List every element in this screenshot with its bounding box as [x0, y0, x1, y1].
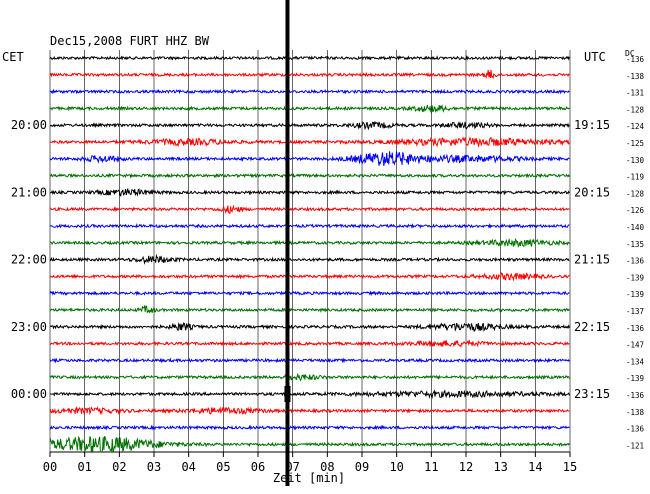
- seismic-trace: [49, 290, 570, 297]
- dc-offset-label: -139: [626, 374, 644, 383]
- marker-layer: [284, 0, 291, 486]
- seismic-trace: [49, 69, 570, 80]
- seismic-trace: [49, 188, 570, 197]
- seismic-trace: [49, 424, 570, 431]
- x-tick-label: 02: [112, 460, 126, 474]
- x-tick-label: 14: [528, 460, 542, 474]
- left-time-label: 22:00: [11, 253, 47, 267]
- left-time-label: 20:00: [11, 118, 47, 132]
- seismic-trace: [50, 389, 570, 399]
- time-labels: 20:00 21:00 22:00 23:00 00:00 19:15 20:15 21:15…: [11, 118, 610, 401]
- seismic-trace: [49, 237, 570, 248]
- x-tick-label: 13: [493, 460, 507, 474]
- seismic-trace: [49, 322, 570, 333]
- dc-offset-label: -136: [626, 324, 645, 333]
- seismic-trace: [49, 304, 570, 314]
- left-time-label: 21:00: [11, 185, 47, 199]
- seismic-trace: [49, 151, 570, 166]
- dc-offset-label: -136: [626, 425, 645, 434]
- right-time-label: 22:15: [574, 320, 610, 334]
- seismic-trace: [49, 253, 570, 265]
- dc-offset-label: -138: [626, 408, 645, 417]
- dc-offset-label: -134: [626, 357, 645, 366]
- x-tick-label: 11: [424, 460, 438, 474]
- dc-offset-label: -147: [626, 341, 644, 350]
- dc-offset-label: -119: [626, 173, 644, 182]
- x-tick-label: 09: [355, 460, 369, 474]
- seismic-trace: [49, 54, 570, 61]
- marker-blob: [284, 386, 291, 402]
- x-tick-label: 03: [147, 460, 161, 474]
- dc-offset-label: -136: [626, 391, 645, 400]
- seismic-trace: [49, 204, 570, 214]
- seismic-trace: [49, 103, 570, 114]
- dc-offset-label: -139: [626, 290, 644, 299]
- x-tick-label: 06: [251, 460, 265, 474]
- seismic-trace: [49, 272, 570, 282]
- x-tick-label: 05: [216, 460, 230, 474]
- grid-lines: 00 01 02 03 04 05 06 07 08 09 10 11 12 13 14 15: [43, 50, 577, 474]
- dc-offset-label: -131: [626, 89, 644, 98]
- dc-offset-label: -130: [626, 156, 645, 165]
- seismic-trace: [49, 435, 570, 453]
- x-tick-label: 10: [389, 460, 403, 474]
- seismic-trace: [49, 121, 570, 131]
- seismic-trace: [49, 339, 570, 348]
- dc-offset-label: -121: [626, 441, 644, 450]
- dc-offset-label: -139: [626, 273, 644, 282]
- x-tick-label: 15: [563, 460, 577, 474]
- x-tick-label: 08: [320, 460, 334, 474]
- dc-offset-label: -136: [626, 257, 645, 266]
- dc-offset-label: -125: [626, 139, 644, 148]
- seismic-trace: [49, 172, 570, 179]
- dc-offset-label: -138: [626, 72, 645, 81]
- seismic-trace: [49, 88, 570, 95]
- x-tick-label: 01: [77, 460, 91, 474]
- right-time-label: 20:15: [574, 185, 610, 199]
- dc-offset-label: -137: [626, 307, 644, 316]
- seismic-traces: -136 -138 -131 -128 -124 -125 -130 -119 -128 -126…: [49, 54, 645, 453]
- seismic-trace: [49, 222, 570, 230]
- seismic-trace: [49, 136, 570, 148]
- x-tick-label: 04: [181, 460, 195, 474]
- seismic-trace: [49, 357, 570, 364]
- x-axis-label: Zeit [min]: [273, 471, 345, 485]
- left-time-label: 00:00: [11, 387, 47, 401]
- x-tick-label: 12: [459, 460, 473, 474]
- chart-title: Dec15,2008 FURT HHZ BW: [50, 34, 210, 48]
- right-time-label: 21:15: [574, 253, 610, 267]
- dc-offset-label: -126: [626, 206, 645, 215]
- right-time-label: 19:15: [574, 118, 610, 132]
- right-time-label: 23:15: [574, 387, 610, 401]
- dc-offset-label: -128: [626, 105, 645, 114]
- seismic-trace: [49, 372, 570, 382]
- dc-header-label: DC: [625, 49, 635, 58]
- right-timezone-label: UTC: [584, 50, 606, 64]
- seismic-trace: [49, 406, 570, 416]
- dc-offset-label: -128: [626, 189, 645, 198]
- dc-offset-label: -140: [626, 223, 645, 232]
- dc-offset-label: -135: [626, 240, 644, 249]
- x-tick-label: 00: [43, 460, 57, 474]
- dc-offset-label: -136: [626, 55, 645, 64]
- left-timezone-label: CET: [2, 50, 24, 64]
- left-time-label: 23:00: [11, 320, 47, 334]
- dc-offset-label: -124: [626, 122, 645, 131]
